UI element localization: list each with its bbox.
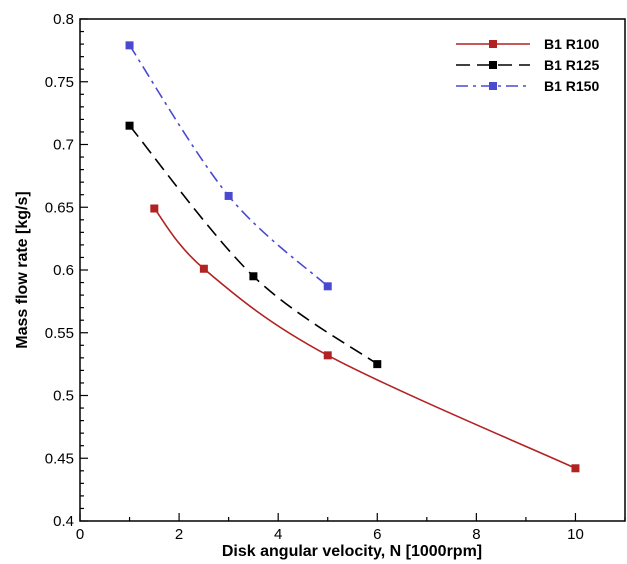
plot-area xyxy=(79,18,626,522)
series-b1-r150 xyxy=(125,41,332,291)
data-point xyxy=(224,191,233,200)
legend-label: B1 R125 xyxy=(544,57,599,73)
y-tick-label: 0.65 xyxy=(45,199,74,216)
legend-marker xyxy=(489,82,497,90)
data-point xyxy=(323,282,332,291)
y-tick-label: 0.45 xyxy=(45,450,74,467)
data-point xyxy=(150,204,159,213)
x-tick-label: 4 xyxy=(274,526,282,543)
x-axis-title: Disk angular velocity, N [1000rpm] xyxy=(222,543,482,560)
x-tick-label: 2 xyxy=(175,526,183,543)
legend-item: B1 R100 xyxy=(456,36,599,52)
y-axis-title: Mass flow rate [kg/s] xyxy=(14,191,31,348)
legend-item: B1 R150 xyxy=(456,78,599,94)
data-point xyxy=(199,264,208,273)
y-tick-label: 0.55 xyxy=(45,325,74,342)
y-tick-label: 0.8 xyxy=(53,11,74,28)
y-tick-label: 0.6 xyxy=(53,262,74,279)
legend-marker xyxy=(489,40,497,48)
data-point xyxy=(249,272,258,281)
series-line xyxy=(153,207,576,470)
data-point xyxy=(323,351,332,360)
x-tick-label: 8 xyxy=(472,526,480,543)
legend-marker xyxy=(489,61,497,69)
legend: B1 R100 B1 R125 B1 R150 xyxy=(456,36,599,94)
data-point xyxy=(125,41,134,50)
data-point xyxy=(571,464,580,473)
legend-item: B1 R125 xyxy=(456,57,599,73)
y-tick-label: 0.7 xyxy=(53,137,74,154)
x-axis-ticks: 0 2 4 6 8 10 xyxy=(76,513,626,543)
legend-label: B1 R150 xyxy=(544,78,599,94)
series-b1-r125 xyxy=(125,121,382,369)
y-tick-label: 0.5 xyxy=(53,388,74,405)
series-b1-r100 xyxy=(150,204,580,473)
x-tick-label: 6 xyxy=(373,526,381,543)
data-point xyxy=(373,360,382,369)
y-tick-label: 0.75 xyxy=(45,74,74,91)
series-layer xyxy=(125,41,580,473)
y-axis-ticks: 0.4 0.45 0.5 0.55 0.6 0.65 0.7 0.75 0.8 xyxy=(45,11,88,530)
legend-label: B1 R100 xyxy=(544,36,599,52)
x-tick-label: 0 xyxy=(76,526,84,543)
y-tick-label: 0.4 xyxy=(53,513,74,530)
data-point xyxy=(125,121,134,130)
x-tick-label: 10 xyxy=(567,526,584,543)
